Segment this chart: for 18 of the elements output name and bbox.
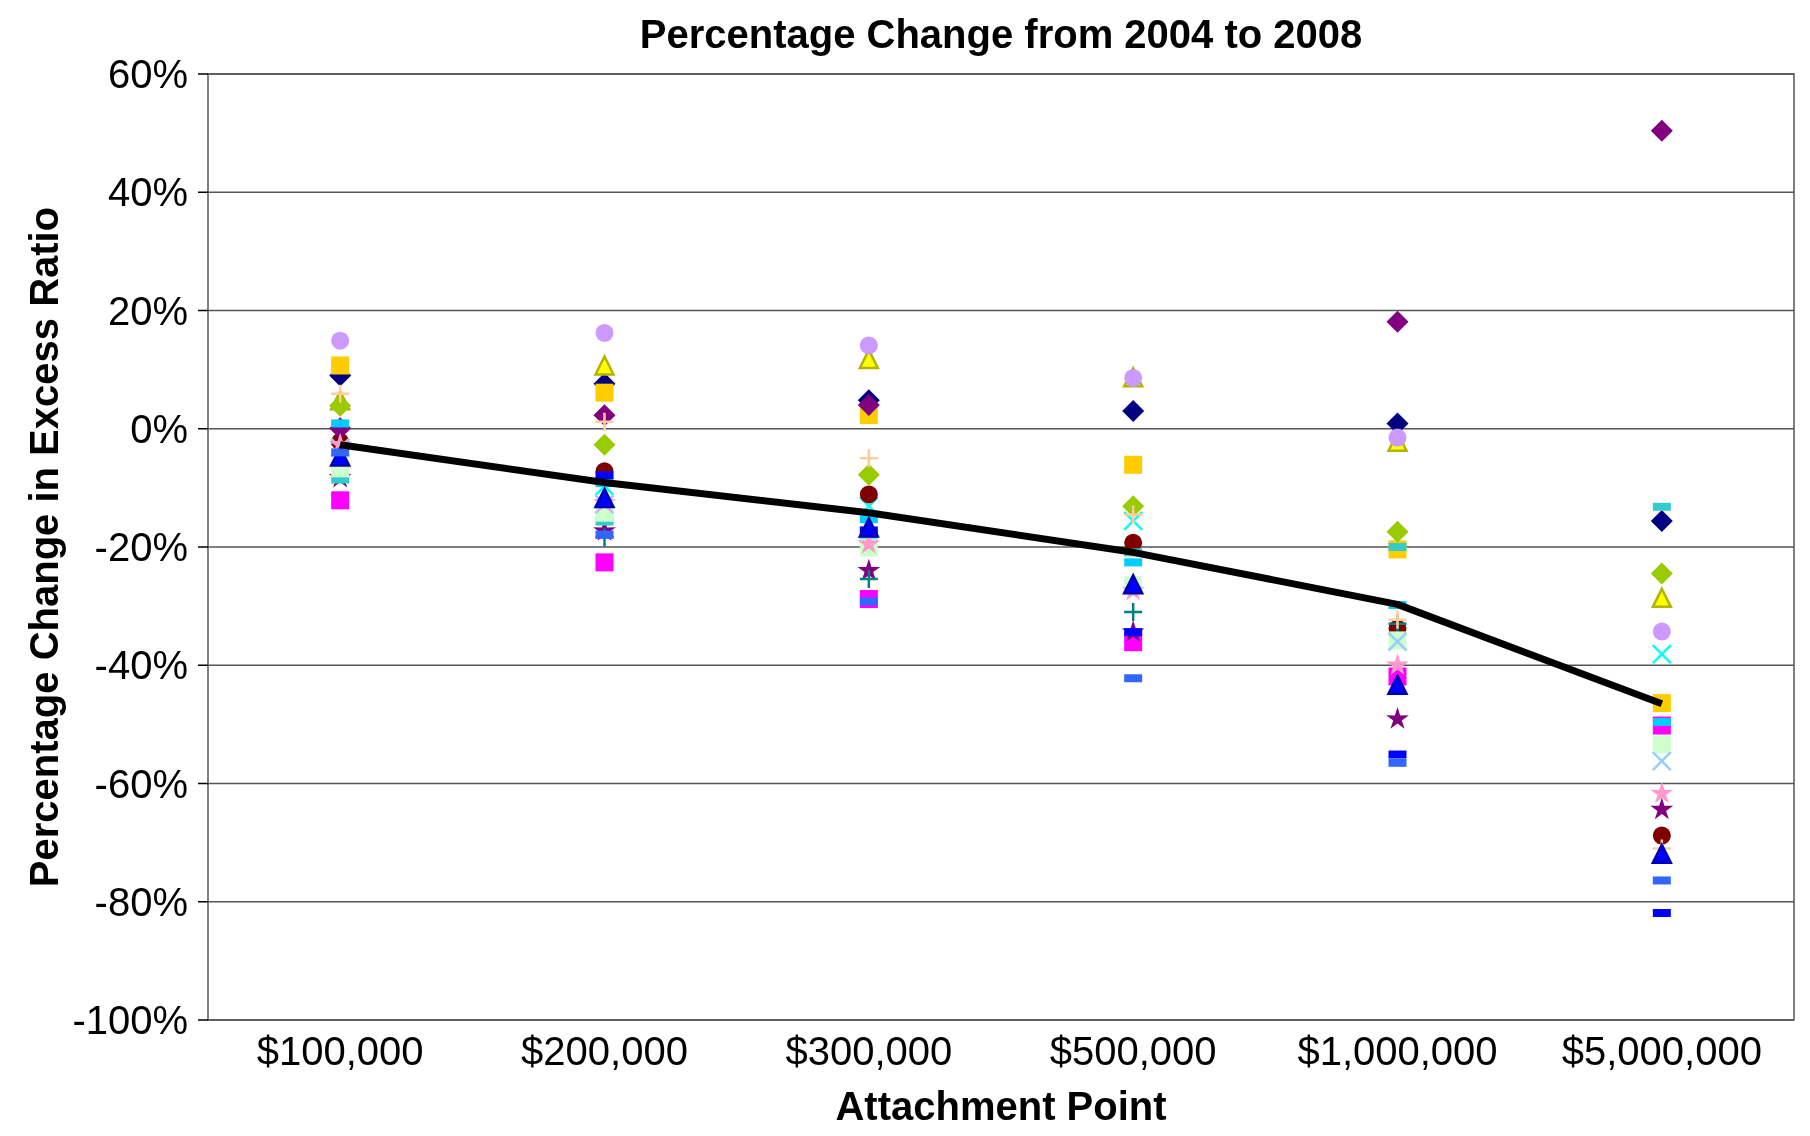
y-tick-label: -40% xyxy=(94,643,188,688)
x-tick-label: $100,000 xyxy=(256,1029,424,1073)
y-tick-label: -80% xyxy=(94,879,188,924)
x-tick-label: $200,000 xyxy=(521,1029,688,1073)
x-tick-label: $1,000,000 xyxy=(1297,1029,1498,1073)
y-tick-label: 40% xyxy=(107,170,188,215)
y-tick-label: -60% xyxy=(94,761,188,806)
x-tick-label: $500,000 xyxy=(1049,1029,1217,1073)
y-tick-label: 0% xyxy=(130,406,188,451)
y-tick-label: 60% xyxy=(107,52,188,96)
x-axis-title: Attachment Point xyxy=(835,1084,1167,1128)
x-tick-label: $300,000 xyxy=(785,1029,953,1073)
y-tick-label: 20% xyxy=(107,288,188,333)
y-axis-title: Percentage Change in Excess Ratio xyxy=(22,206,66,888)
chart-title: Percentage Change from 2004 to 2008 xyxy=(639,12,1363,56)
x-tick-label: $5,000,000 xyxy=(1561,1029,1762,1073)
y-tick-label: -20% xyxy=(94,525,188,569)
y-tick-label: -100% xyxy=(72,998,188,1042)
